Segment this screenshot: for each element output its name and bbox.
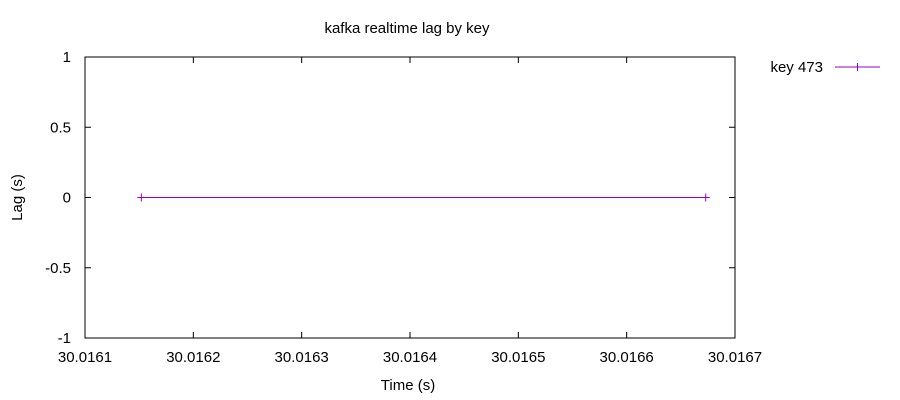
- x-tick-label: 30.0163: [275, 349, 329, 366]
- y-tick-label: 0: [63, 190, 71, 207]
- data-point: [137, 193, 146, 202]
- x-tick-label: 30.0164: [383, 349, 437, 366]
- y-tick-label: 1: [63, 49, 71, 66]
- x-tick-label: 30.0161: [58, 349, 112, 366]
- x-tick-label: 30.0162: [166, 349, 220, 366]
- legend: key 473: [770, 59, 880, 76]
- x-axis: 30.0161 30.0162 30.0163 30.0164 30.0165 30.01…: [58, 57, 762, 366]
- series-layer: [137, 193, 710, 202]
- x-axis-title: Time (s): [381, 377, 435, 394]
- y-tick-label: 0.5: [50, 119, 71, 136]
- y-tick-label: -0.5: [45, 260, 71, 277]
- legend-label: key 473: [770, 59, 823, 76]
- x-tick-label: 30.0167: [708, 349, 762, 366]
- y-tick-label: -1: [58, 330, 71, 347]
- chart-title: kafka realtime lag by key: [324, 20, 490, 37]
- x-tick-label: 30.0166: [600, 349, 654, 366]
- x-tick-label: 30.0165: [491, 349, 545, 366]
- y-axis-title: Lag (s): [9, 174, 26, 221]
- data-point: [701, 193, 710, 202]
- y-axis: 1 0.5 0 -0.5 -1: [45, 49, 735, 347]
